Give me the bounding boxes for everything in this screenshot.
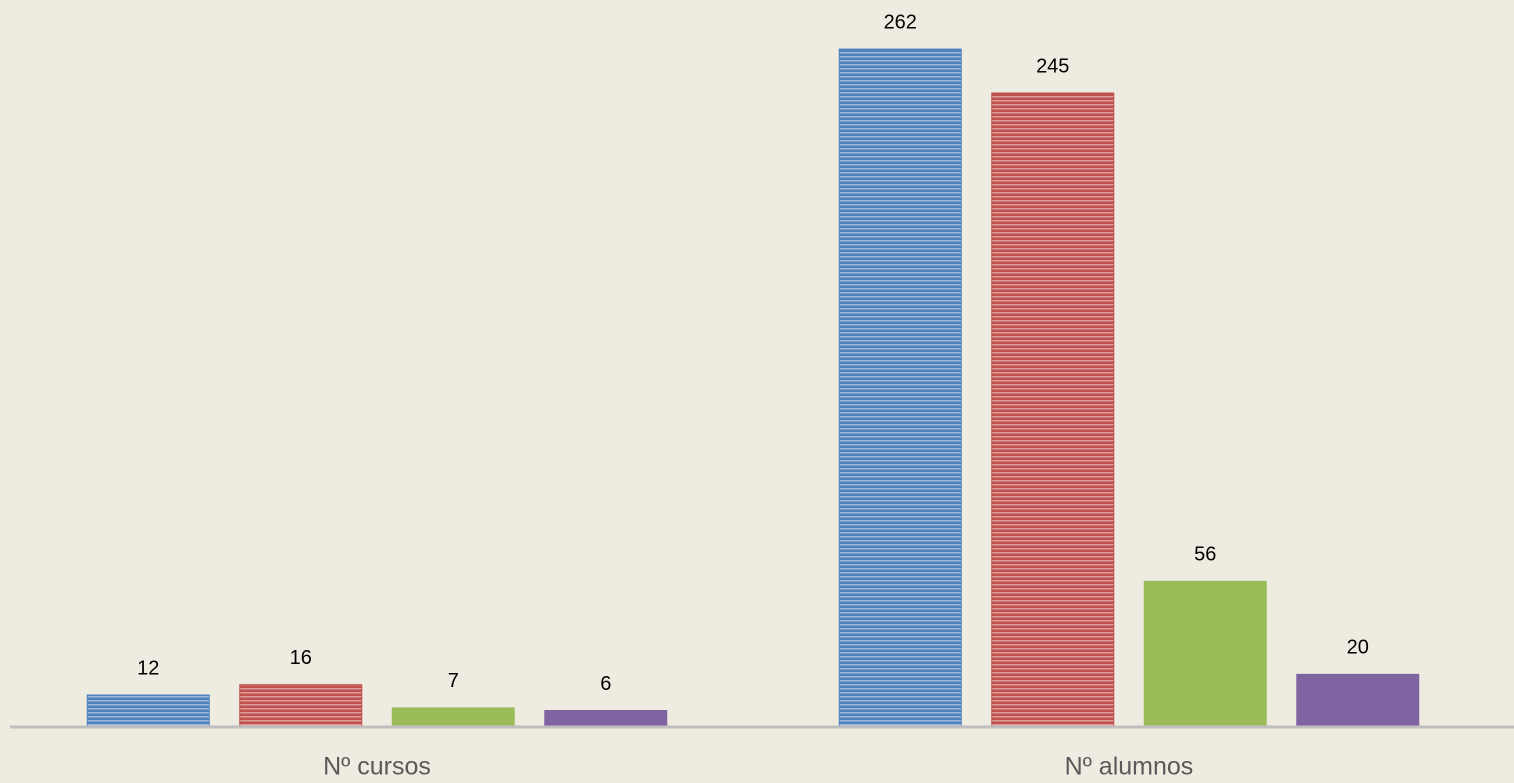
- bar: [1143, 580, 1267, 727]
- data-label: 6: [600, 673, 611, 695]
- x-tick-label: Nº cursos: [323, 753, 431, 781]
- data-label: 16: [290, 647, 312, 669]
- bar: [1296, 673, 1420, 727]
- bar: [544, 709, 668, 727]
- data-label: 12: [137, 657, 159, 679]
- bar: [838, 48, 962, 727]
- data-label: 245: [1036, 55, 1069, 77]
- data-label: 7: [448, 670, 459, 692]
- x-tick-label: Nº alumnos: [1065, 753, 1194, 781]
- bar: [86, 694, 210, 727]
- data-label: 56: [1194, 544, 1216, 566]
- bar: [991, 92, 1115, 727]
- data-label: 262: [884, 11, 917, 33]
- data-label: 20: [1347, 637, 1369, 659]
- bar: [239, 684, 363, 727]
- bar: [391, 707, 515, 727]
